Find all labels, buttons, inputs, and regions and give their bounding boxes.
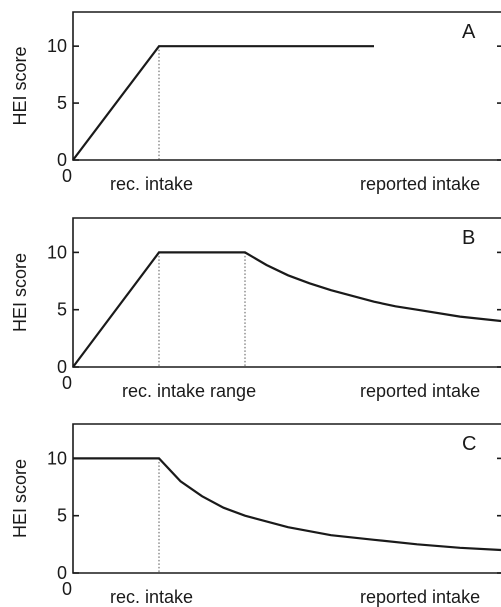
x-label-reported: reported intake xyxy=(360,381,480,401)
y-tick-label: 10 xyxy=(47,242,67,262)
panel-b: 0 5 10 HEI score 0 rec. intake range reported … xyxy=(10,217,501,401)
x-origin-label: 0 xyxy=(62,579,72,599)
axis-frame xyxy=(72,11,501,161)
axis-frame xyxy=(72,423,501,574)
score-curve xyxy=(72,251,501,368)
y-tick-label: 5 xyxy=(57,506,67,526)
panel-a: 0 5 10 HEI score 0 rec. intake reported intake… xyxy=(10,11,501,194)
y-tick-label: 0 xyxy=(57,150,67,170)
x-label-recommended: rec. intake xyxy=(110,174,193,194)
y-tick-label: 10 xyxy=(47,448,67,468)
y-axis-label: HEI score xyxy=(10,459,30,538)
panel-letter: B xyxy=(462,227,475,249)
x-label-reported: reported intake xyxy=(360,174,480,194)
x-origin-label: 0 xyxy=(62,373,72,393)
x-label-recommended: rec. intake xyxy=(110,587,193,607)
y-tick-label: 10 xyxy=(47,36,67,56)
panel-letter: A xyxy=(462,21,476,43)
score-curve xyxy=(72,45,374,161)
x-label-reported: reported intake xyxy=(360,587,480,607)
y-axis-label: HEI score xyxy=(10,46,30,125)
y-axis-label: HEI score xyxy=(10,253,30,332)
y-tick-label: 5 xyxy=(57,93,67,113)
score-curve xyxy=(73,457,501,552)
y-tick-label: 5 xyxy=(57,300,67,320)
y-tick-label: 0 xyxy=(57,563,67,583)
panel-c: 0 5 10 HEI score 0 rec. intake reported intake… xyxy=(10,423,501,607)
x-label-recommended: rec. intake range xyxy=(122,381,256,401)
x-origin-label: 0 xyxy=(62,166,72,186)
axis-frame xyxy=(72,217,501,368)
panel-letter: C xyxy=(462,433,476,455)
y-tick-label: 0 xyxy=(57,357,67,377)
